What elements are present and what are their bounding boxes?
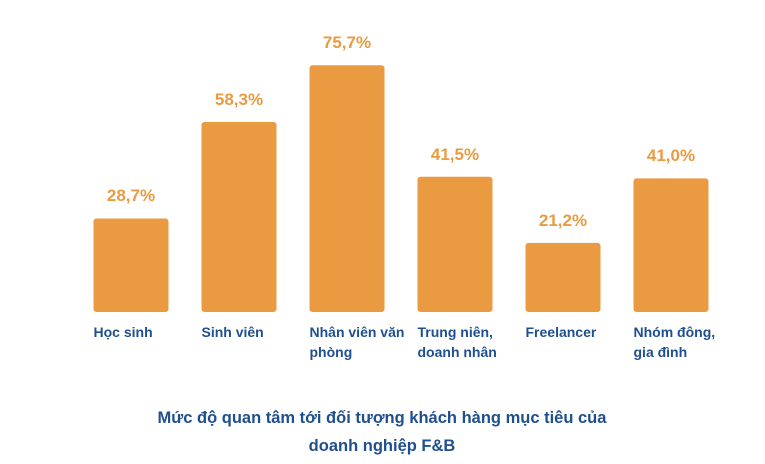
bar [309, 65, 385, 312]
bar [201, 121, 277, 312]
chart-title: Mức độ quan tâm tới đối tượng khách hàng… [157, 409, 607, 455]
value-label: 41,5% [430, 144, 480, 164]
bar [525, 242, 601, 312]
bar [93, 218, 169, 312]
x-tick-label: Nhóm đông, gia đình [633, 324, 716, 360]
bar [633, 178, 709, 312]
x-tick-label: Trung niên, doanh nhân [417, 324, 497, 360]
value-label: 21,2% [538, 210, 588, 230]
value-label: 58,3% [214, 89, 264, 109]
x-tick-label: Sinh viên [201, 324, 264, 340]
x-tick-label: Học sinh [93, 324, 153, 340]
value-label: 28,7% [106, 186, 156, 206]
bar [417, 176, 493, 312]
value-label: 41,0% [646, 146, 696, 166]
x-tick-label: Freelancer [525, 324, 597, 340]
value-label: 75,7% [322, 33, 372, 53]
x-tick-label: Nhân viên văn phòng [309, 324, 405, 360]
